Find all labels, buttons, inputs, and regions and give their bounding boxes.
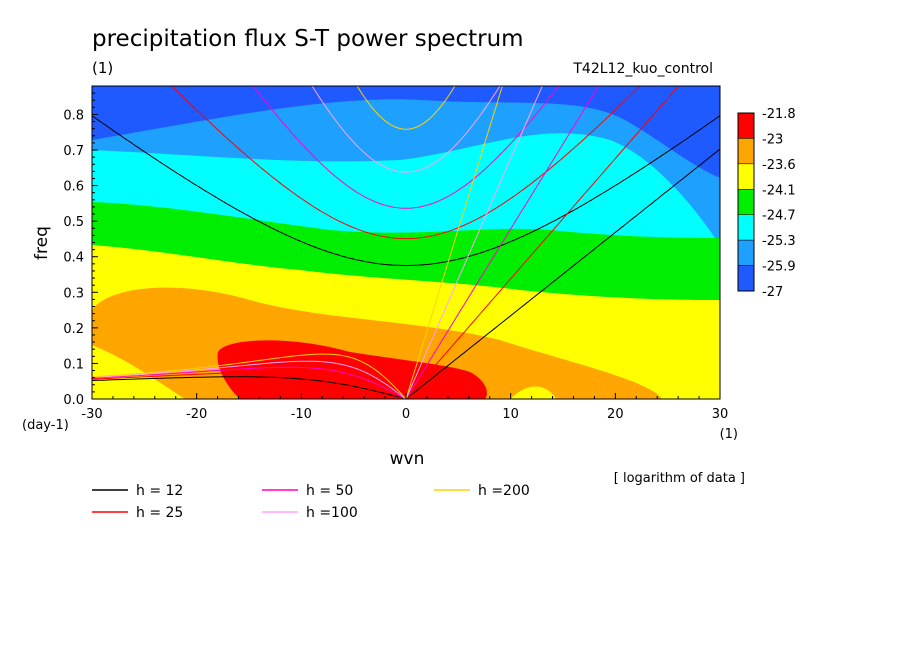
y-tick-label: 0.3 bbox=[63, 286, 84, 301]
dispersion-curve-h25-2 bbox=[171, 86, 641, 240]
x-tick-label: 30 bbox=[712, 407, 729, 422]
color-band-1b bbox=[510, 386, 556, 399]
dispersion-curve-h200-2 bbox=[356, 86, 456, 130]
dispersion-curve-h25-0 bbox=[405, 86, 680, 399]
color-bar: -21.8 -23 -23.6 -24.1 -24.7 -25.3 -25.9 -27 bbox=[737, 107, 796, 300]
chart-subtitle: T42L12_kuo_control bbox=[572, 61, 713, 77]
color-bar-swatch bbox=[737, 239, 755, 266]
y-tick-label: 0.2 bbox=[63, 322, 84, 337]
legend-label: h =200 bbox=[478, 483, 530, 499]
dispersion-curve-h12-0 bbox=[405, 148, 720, 399]
dispersion-curve-h50-0 bbox=[405, 86, 600, 399]
y-tick-label: 0.6 bbox=[63, 180, 84, 195]
x-tick-label: 0 bbox=[402, 407, 410, 422]
x-tick-label: -10 bbox=[291, 407, 312, 422]
color-bar-swatch bbox=[737, 138, 755, 165]
color-bar-swatch bbox=[737, 163, 755, 190]
dispersion-curve-h50-1 bbox=[92, 366, 720, 399]
color-bar-swatch bbox=[737, 214, 755, 241]
color-bar-swatch bbox=[737, 265, 755, 292]
color-bar-label: -21.8 bbox=[762, 107, 796, 122]
color-bar-label: -25.9 bbox=[762, 260, 796, 275]
x-tick-label: -30 bbox=[81, 407, 102, 422]
dispersion-curve-h12-2 bbox=[92, 115, 720, 266]
color-bar-label: -27 bbox=[762, 285, 783, 300]
dispersion-curve-h100-0 bbox=[405, 86, 543, 399]
dispersion-curve-h25-1 bbox=[92, 371, 720, 399]
color-bar-swatch bbox=[737, 112, 755, 139]
y-unit: (day-1) bbox=[22, 418, 69, 433]
chart-title: precipitation flux S-T power spectrum bbox=[92, 26, 524, 52]
curve-legend: h = 12 h = 25 h = 50 h =100 h =200 bbox=[92, 483, 530, 521]
color-bar-frame bbox=[737, 112, 755, 292]
dispersion-curve-h200-1 bbox=[92, 353, 720, 399]
y-tick-label: 0.5 bbox=[63, 215, 84, 230]
y-tick-label: 0.1 bbox=[63, 357, 84, 372]
y-axis: 0.0 0.1 0.2 0.3 0.4 0.5 0.6 0.7 0.8 bbox=[63, 92, 98, 408]
x-unit: (1) bbox=[720, 427, 738, 442]
y-tick-label: 0.4 bbox=[63, 251, 84, 266]
y-tick-label: 0.8 bbox=[63, 108, 84, 123]
plot-area bbox=[92, 86, 720, 399]
x-tick-label: 10 bbox=[502, 407, 519, 422]
title-unit: (1) bbox=[92, 59, 113, 77]
dispersion-curve-h50-2 bbox=[252, 86, 560, 209]
legend-label: h =100 bbox=[306, 505, 358, 521]
y-tick-label: 0.0 bbox=[63, 393, 84, 408]
legend-label: h = 50 bbox=[306, 483, 353, 499]
y-axis-label: freq bbox=[32, 226, 52, 260]
data-note: [ logarithm of data ] bbox=[614, 471, 745, 486]
color-bar-label: -23 bbox=[762, 132, 783, 147]
dispersion-curve-h200-0 bbox=[405, 86, 503, 399]
y-tick-label: 0.7 bbox=[63, 144, 84, 159]
x-axis-label: wvn bbox=[390, 449, 425, 469]
color-bar-label: -23.6 bbox=[762, 158, 796, 173]
x-tick-label: -20 bbox=[186, 407, 207, 422]
dispersion-curve-h100-1 bbox=[92, 360, 720, 399]
color-band-0 bbox=[217, 340, 487, 399]
color-bar-label: -24.1 bbox=[762, 183, 796, 198]
dispersion-curve-h100-2 bbox=[311, 86, 501, 173]
color-band-1 bbox=[92, 345, 185, 399]
color-bar-label: -25.3 bbox=[762, 234, 796, 249]
legend-label: h = 12 bbox=[136, 483, 183, 499]
legend-label: h = 25 bbox=[136, 505, 183, 521]
dispersion-curve-h12-1 bbox=[92, 376, 720, 399]
x-axis: -30 -20 -10 0 10 20 30 bbox=[81, 393, 728, 422]
dispersion-curves bbox=[92, 86, 720, 399]
x-tick-label: 20 bbox=[607, 407, 624, 422]
color-bar-swatch bbox=[737, 189, 755, 215]
color-bar-label: -24.7 bbox=[762, 209, 796, 224]
